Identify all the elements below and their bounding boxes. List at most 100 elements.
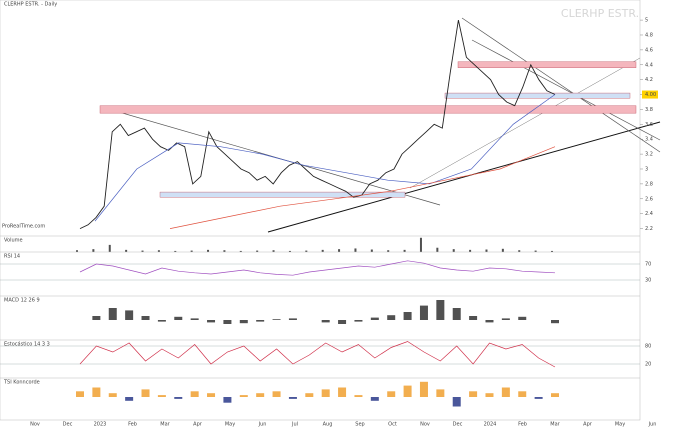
panel-bar — [141, 250, 144, 252]
x-tick-label: Jun — [258, 422, 267, 428]
panel-bar — [551, 250, 553, 252]
x-tick-label: Apr — [583, 422, 593, 428]
panel-bar — [174, 250, 177, 252]
panel-line — [79, 341, 556, 368]
x-tick-label: Nov — [420, 422, 430, 428]
zone — [99, 105, 637, 114]
panel-bar — [305, 250, 308, 252]
series-line — [169, 146, 556, 229]
panel-bar — [256, 393, 265, 397]
panel-bar — [76, 250, 78, 252]
y-tick-label: 3.2 — [645, 152, 653, 158]
trendline — [461, 17, 661, 153]
trendline — [471, 39, 661, 141]
panel-bar — [469, 316, 478, 320]
panel-bar — [419, 381, 428, 397]
panel-bar — [272, 250, 275, 252]
panel-bar — [108, 393, 117, 397]
panel-bar — [370, 249, 373, 252]
panel-bar — [518, 391, 527, 397]
panel-bar — [518, 250, 521, 252]
y-tick-label: 3 — [645, 166, 648, 172]
panel-bar — [125, 310, 134, 320]
y-tick-label: 4.8 — [645, 32, 653, 38]
panel-bar — [501, 248, 504, 252]
x-tick-label: Nov — [30, 422, 40, 428]
panel-bar — [338, 320, 347, 324]
panel-bar — [207, 320, 216, 323]
panel-bar — [534, 250, 537, 252]
panel-bar — [321, 249, 324, 252]
panel-bar — [239, 250, 242, 252]
panel-bar — [485, 320, 494, 323]
x-tick-label: May — [225, 422, 235, 428]
y-tick-label: 2.6 — [645, 196, 653, 202]
panel-bar — [518, 316, 527, 320]
y-tick-label: 4.4 — [645, 62, 653, 68]
panel-bar — [190, 318, 199, 320]
panel-bar — [157, 395, 166, 397]
panel-bar — [125, 397, 134, 401]
panel-bar — [141, 316, 150, 320]
panel-bar — [403, 385, 412, 397]
panel-bar — [485, 393, 494, 397]
panel-bar — [338, 387, 347, 397]
last-price-box — [642, 90, 658, 99]
panel-bar — [141, 389, 150, 397]
panel-tick-label: 30 — [645, 278, 651, 284]
panel-tick-label: 20 — [645, 362, 651, 368]
x-tick-label: Feb — [518, 422, 527, 428]
panel-bar — [387, 391, 396, 397]
panel-bar — [452, 308, 461, 320]
x-tick-label: Sep — [355, 422, 364, 428]
y-tick-label: 3.6 — [645, 122, 653, 128]
panel-bar — [501, 318, 510, 320]
panel-bar — [485, 249, 488, 252]
x-tick-label: Dec — [63, 422, 73, 428]
source: ProRealTime.com — [2, 224, 45, 230]
panel-bar — [469, 391, 478, 397]
panel-bar — [272, 391, 281, 397]
trendline — [267, 121, 661, 233]
x-tick-label: 2023 — [94, 422, 107, 428]
panel-bar — [370, 317, 379, 320]
panel-bar — [223, 250, 226, 252]
panel-bar — [174, 397, 183, 399]
panel-bar — [338, 249, 341, 252]
panel-bar — [321, 320, 330, 323]
x-tick-label: Oct — [388, 422, 397, 428]
panel-bar — [190, 391, 199, 397]
panel-bar — [354, 395, 363, 397]
x-tick-label: Jun — [648, 422, 657, 428]
x-tick-label: May — [615, 422, 625, 428]
chart-title: CLERHP ESTR. - Daily — [4, 2, 57, 8]
panel-bar — [125, 249, 128, 252]
panel-bar — [108, 244, 111, 252]
panel-bar — [239, 320, 248, 324]
x-tick-label: Feb — [128, 422, 137, 428]
panel-bar — [403, 312, 412, 320]
panel-bar — [387, 315, 396, 320]
y-tick-label: 4.6 — [645, 47, 653, 53]
panel-bar — [207, 393, 216, 397]
panel-bar — [288, 318, 297, 320]
panel-bar — [239, 395, 248, 397]
panel-title: MACD 12 26 9 — [4, 298, 40, 304]
panel-bar — [551, 393, 559, 397]
panel-bar — [256, 320, 265, 322]
panel-tick-label: 80 — [645, 344, 651, 350]
panel-bar — [207, 249, 210, 252]
panel-bar — [92, 387, 101, 397]
zone — [444, 92, 631, 99]
x-tick-label: Dec — [453, 422, 463, 428]
panel-bar — [76, 391, 84, 397]
panel-line — [79, 260, 556, 276]
y-tick-label: 4.2 — [645, 77, 653, 83]
x-tick-label: Apr — [193, 422, 203, 428]
panel-bar — [403, 249, 406, 252]
y-tick-label: 3.4 — [645, 137, 653, 143]
panel-title: Estocástico 14 3 3 — [4, 341, 50, 348]
panel-bar — [534, 397, 543, 399]
panel-bar — [288, 250, 291, 252]
panel-tick-label: 70 — [645, 262, 651, 268]
